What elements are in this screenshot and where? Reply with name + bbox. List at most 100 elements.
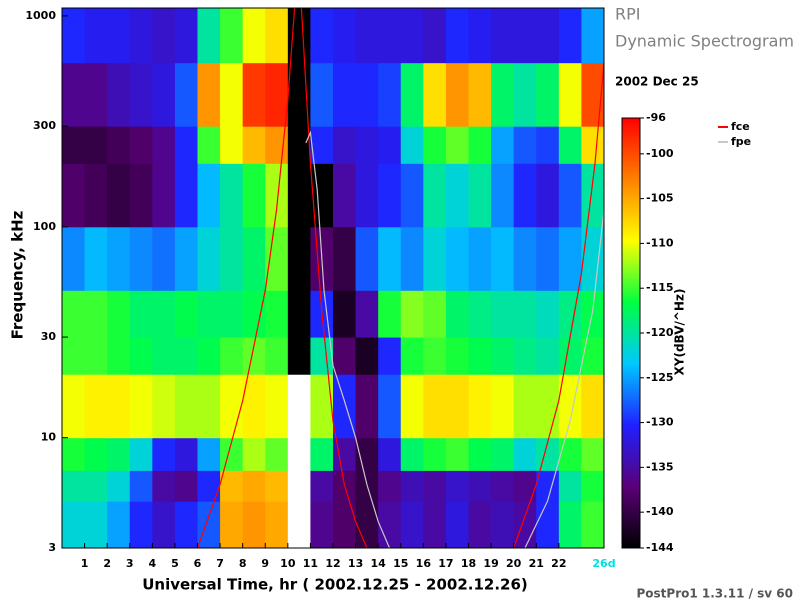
heat-cell — [62, 437, 86, 471]
heat-cell — [107, 126, 131, 164]
heat-cell — [129, 501, 153, 549]
x-tick-label: 7 — [216, 557, 224, 570]
heat-cell — [378, 163, 402, 228]
heat-cell — [423, 290, 447, 338]
heat-cell — [287, 337, 311, 375]
heat-cell — [491, 163, 515, 228]
heat-cell — [333, 290, 357, 338]
heat-cell — [400, 226, 424, 291]
heat-cell — [468, 501, 492, 549]
heat-cell — [536, 126, 560, 164]
heat-cell — [287, 374, 311, 439]
heat-cell — [558, 62, 582, 127]
heat-cell — [581, 8, 605, 64]
colorbar-tick-label: -135 — [646, 460, 674, 473]
heat-cell — [491, 8, 515, 64]
heat-cell — [491, 374, 515, 439]
heat-cell — [287, 126, 311, 164]
heat-cell — [445, 290, 469, 338]
heat-cell — [400, 290, 424, 338]
heat-cell — [174, 501, 198, 549]
heat-cell — [536, 290, 560, 338]
heat-cell — [378, 470, 402, 502]
heat-cell — [242, 470, 266, 502]
heat-cell — [536, 337, 560, 375]
heat-cell — [287, 226, 311, 291]
heat-cell — [310, 374, 334, 439]
heat-cell — [333, 437, 357, 471]
heat-cell — [558, 437, 582, 471]
heat-cell — [265, 163, 289, 228]
heat-cell — [536, 470, 560, 502]
heat-cell — [220, 290, 244, 338]
heat-cell — [265, 437, 289, 471]
heat-cell — [174, 226, 198, 291]
heat-cell — [197, 62, 221, 127]
heat-cell — [581, 437, 605, 471]
x-tick-label: 9 — [261, 557, 269, 570]
heat-cell — [581, 126, 605, 164]
heat-cell — [513, 62, 537, 127]
x-tick-label: 22 — [551, 557, 566, 570]
heat-cell — [220, 126, 244, 164]
x-tick-label: 19 — [483, 557, 498, 570]
heat-cell — [355, 62, 379, 127]
heat-cell — [400, 126, 424, 164]
heat-cell — [62, 126, 86, 164]
series-line — [305, 130, 605, 549]
heat-cell — [468, 337, 492, 375]
heat-cell — [445, 226, 469, 291]
heat-cell — [220, 470, 244, 502]
colorbar-label: XY(dBV/^Hz) — [673, 289, 687, 376]
heat-cell — [468, 163, 492, 228]
heat-cell — [536, 163, 560, 228]
heat-cell — [423, 501, 447, 549]
heat-cell — [84, 62, 108, 127]
heat-cell — [129, 337, 153, 375]
heat-cell — [265, 470, 289, 502]
x-tick-label: 4 — [149, 557, 157, 570]
heat-cell — [62, 8, 86, 64]
heat-cell — [62, 470, 86, 502]
heat-cell — [536, 374, 560, 439]
x-tick-label: 15 — [393, 557, 408, 570]
heat-cell — [152, 226, 176, 291]
heat-cell — [107, 226, 131, 291]
heat-cell — [355, 163, 379, 228]
heat-cell — [355, 501, 379, 549]
heat-cell — [242, 8, 266, 64]
heat-cell — [62, 62, 86, 127]
heat-cell — [468, 226, 492, 291]
heat-cell — [513, 290, 537, 338]
heat-cell — [445, 470, 469, 502]
heat-cell — [445, 437, 469, 471]
heat-cell — [333, 226, 357, 291]
heat-cell — [220, 501, 244, 549]
heat-cell — [355, 8, 379, 64]
heat-cell — [174, 62, 198, 127]
legend-label: fpe — [731, 135, 751, 148]
x-tick-label: 12 — [325, 557, 340, 570]
heat-cell — [107, 470, 131, 502]
heat-cell — [174, 126, 198, 164]
heat-cell — [378, 501, 402, 549]
y-tick-label: 3 — [48, 541, 56, 554]
heat-cell — [333, 62, 357, 127]
heat-cell — [220, 226, 244, 291]
x-tick-label: 11 — [303, 557, 318, 570]
heat-cell — [287, 290, 311, 338]
x-axis-label: Universal Time, hr ( 2002.12.25 - 2002.1… — [142, 576, 528, 594]
heat-cell — [84, 163, 108, 228]
heat-cell — [355, 290, 379, 338]
x-tick-label: 6 — [194, 557, 202, 570]
heat-cell — [445, 501, 469, 549]
heat-cell — [242, 62, 266, 127]
heat-cell — [174, 470, 198, 502]
heat-cell — [491, 62, 515, 127]
heat-cell — [152, 62, 176, 127]
heat-cell — [62, 337, 86, 375]
chart-title: RPI — [615, 5, 640, 24]
heat-cell — [378, 126, 402, 164]
heat-cell — [129, 126, 153, 164]
heat-cell — [513, 163, 537, 228]
